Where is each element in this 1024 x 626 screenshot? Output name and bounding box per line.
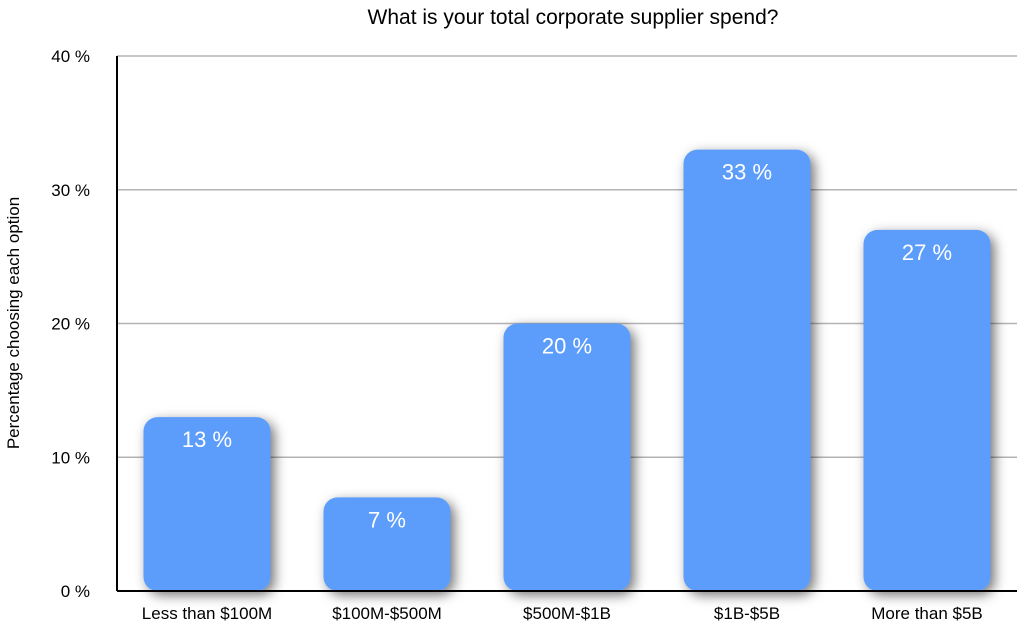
y-tick-label: 10 % bbox=[51, 448, 90, 467]
y-tick-label: 0 % bbox=[61, 582, 90, 601]
bar bbox=[323, 497, 451, 591]
data-label: 27 % bbox=[902, 240, 952, 265]
y-tick-label: 30 % bbox=[51, 181, 90, 200]
x-axis-ticks: Less than $100M $100M-$500M $500M-$1B $1B-$… bbox=[142, 604, 983, 623]
data-label: 7 % bbox=[368, 507, 406, 532]
bar bbox=[683, 149, 811, 591]
y-axis-label: Percentage choosing each option bbox=[4, 197, 23, 449]
x-tick-label: $1B-$5B bbox=[714, 604, 780, 623]
bar bbox=[503, 323, 631, 591]
y-axis-ticks: 0 % 10 % 20 % 30 % 40 % bbox=[51, 47, 90, 601]
data-label: 20 % bbox=[542, 334, 592, 359]
data-label: 33 % bbox=[722, 160, 772, 185]
x-tick-label: $500M-$1B bbox=[523, 604, 611, 623]
x-tick-label: $100M-$500M bbox=[332, 604, 442, 623]
x-tick-label: More than $5B bbox=[871, 604, 983, 623]
bar bbox=[863, 229, 991, 591]
data-labels: 13 % 7 % 20 % 33 % 27 % bbox=[182, 160, 952, 533]
y-tick-label: 40 % bbox=[51, 47, 90, 66]
bars bbox=[143, 149, 991, 591]
bar bbox=[143, 417, 271, 591]
x-tick-label: Less than $100M bbox=[142, 604, 272, 623]
chart-title: What is your total corporate supplier sp… bbox=[368, 6, 779, 29]
data-label: 13 % bbox=[182, 427, 232, 452]
y-tick-label: 20 % bbox=[51, 315, 90, 334]
